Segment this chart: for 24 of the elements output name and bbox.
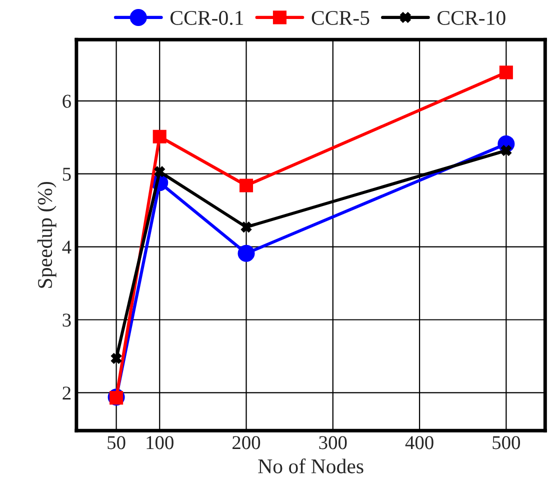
x-axis-title: No of Nodes	[258, 458, 364, 474]
point	[152, 130, 166, 144]
point	[500, 145, 512, 156]
y-tick-label: 5	[62, 168, 71, 181]
x-tick-label: 50	[108, 436, 126, 450]
legend-label: CCR-5	[312, 10, 370, 25]
y-tick-label: 6	[62, 94, 72, 108]
point	[154, 166, 165, 178]
x-tick-label: 200	[232, 436, 260, 450]
legend-label: CCR-0.1	[170, 10, 244, 26]
x-tick-label: 100	[146, 436, 174, 450]
x-tick-label: 300	[319, 436, 347, 450]
point	[239, 178, 254, 192]
point	[238, 244, 255, 262]
x-tick-label: 500	[492, 436, 520, 450]
point	[240, 222, 252, 232]
y-tick-label: 3	[62, 314, 71, 327]
x-tick-label: 400	[405, 436, 434, 450]
point	[110, 353, 122, 364]
y-tick-label: 4	[62, 240, 72, 254]
point	[499, 66, 513, 80]
y-tick-label: 2	[62, 386, 71, 400]
y-axis-title: Speedup (%)	[37, 182, 56, 288]
legend-label: CCR-10	[438, 10, 506, 25]
